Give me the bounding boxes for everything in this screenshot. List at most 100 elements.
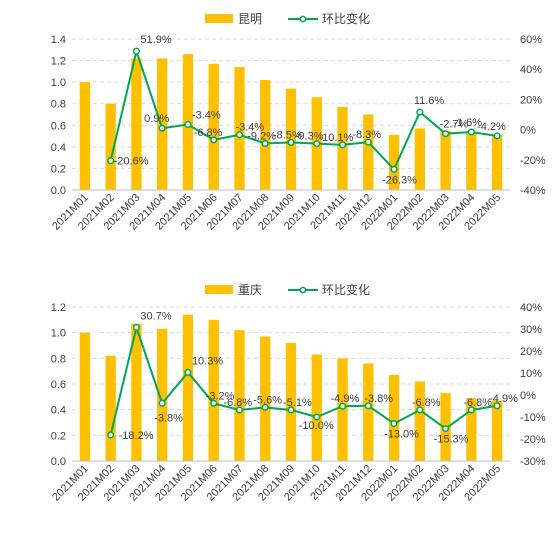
bar [414, 128, 425, 190]
right-tick-label: -40% [520, 185, 546, 197]
line-data-label: -6.8% [412, 397, 441, 409]
legend: 重庆 环比变化 [205, 282, 370, 297]
legend-bar-swatch [205, 14, 233, 23]
line-point [107, 431, 115, 439]
line-point [287, 406, 295, 414]
left-tick-label: 0.4 [51, 142, 66, 154]
left-tick-label: 1.2 [51, 56, 66, 68]
bar [285, 342, 297, 461]
line-point [235, 131, 244, 139]
bar [105, 103, 116, 190]
line-data-label: -6.8% [463, 397, 492, 409]
legend-line-marker [299, 15, 307, 23]
bar [131, 323, 142, 461]
line-data-label: -1.6% [453, 117, 482, 129]
line-series [109, 326, 498, 436]
bar [79, 332, 91, 461]
line-point [107, 157, 115, 165]
line-data-label: -5.1% [283, 397, 312, 409]
line-point [184, 120, 192, 129]
bar [105, 355, 116, 461]
left-tick-label: 0.0 [51, 185, 66, 197]
line-point [338, 141, 347, 149]
line-data-label: 0.9% [144, 113, 169, 125]
right-tick-label: 20% [520, 94, 542, 106]
chart-1: 昆明 环比变化 0.0 0.2 0.4 0.6 0.8 1.0 1.2 1.4 -40% -20% 0%… [50, 11, 546, 233]
line-data-label: -10.1% [319, 132, 354, 144]
bar [208, 319, 219, 461]
line-point [467, 128, 475, 136]
line-point [132, 47, 140, 55]
line-point [416, 108, 424, 116]
bar [388, 375, 400, 461]
right-tick-label: -30% [520, 456, 546, 468]
line-point [287, 138, 295, 146]
legend-label: 重庆 [238, 283, 262, 297]
line-point [390, 420, 398, 428]
line-point [313, 413, 321, 421]
bar [79, 82, 91, 190]
bar [440, 130, 451, 190]
line-point [261, 139, 269, 148]
line-data-label: -18.2% [119, 430, 154, 442]
line-data-label: -2.7% [440, 119, 469, 131]
right-tick-label: 20% [520, 346, 542, 358]
line-data-label: -26.3% [382, 174, 417, 186]
bar [491, 134, 503, 190]
line-data-label: -8.5% [273, 129, 302, 141]
bar [491, 400, 503, 461]
line-point [364, 138, 372, 146]
line-data-label: 10.3% [192, 355, 223, 367]
line-point [493, 132, 501, 140]
line-data-label: -4.9% [331, 393, 360, 405]
left-tick-label: 0.6 [51, 120, 66, 132]
right-tick-label: 0% [520, 125, 536, 137]
left-tick-label: 1.0 [51, 328, 66, 340]
right-tick-label: 60% [520, 34, 542, 46]
line-point [493, 402, 501, 410]
legend-label: 环比变化 [322, 282, 370, 297]
line-data-label: -10.0% [299, 420, 334, 432]
line-data-label: -3.2% [206, 390, 235, 402]
chart-2: 重庆 环比变化 0.0 0.2 0.4 0.6 0.8 1.0 1.2 -30% -20% -10% 0… [50, 282, 546, 504]
legend-bar-swatch [205, 285, 233, 294]
left-tick-label: 1.4 [51, 34, 66, 46]
line-point [261, 403, 269, 411]
right-tick-label: -10% [520, 412, 546, 424]
left-tick-label: 0.8 [51, 353, 66, 365]
line-point [158, 399, 166, 407]
legend-line-marker [299, 286, 307, 294]
left-tick-label: 0.0 [51, 456, 66, 468]
right-tick-label: -20% [520, 155, 546, 167]
line-data-label: -20.6% [114, 156, 149, 168]
bar [363, 114, 374, 190]
left-tick-label: 0.6 [51, 379, 66, 391]
line-data-label: -3.8% [364, 393, 393, 405]
line-point [210, 399, 218, 407]
line-data-label: -3.4% [235, 122, 264, 134]
line-point [158, 124, 166, 132]
line-data-label: 30.7% [140, 310, 171, 322]
line-point [364, 402, 372, 410]
line-series [109, 50, 498, 171]
line-data-label: -9.3% [295, 131, 324, 143]
bar [208, 63, 219, 190]
line-point [210, 136, 218, 144]
line-point [442, 425, 450, 433]
line-point [184, 368, 192, 376]
line-data-label: -15.3% [434, 434, 469, 446]
line-data-label: -4.9% [489, 393, 518, 405]
bar [131, 58, 142, 190]
line-point [390, 165, 398, 173]
line-data-label: -9.2% [247, 130, 276, 142]
line-point [442, 130, 450, 138]
bar [388, 134, 400, 190]
line-data-label: -3.4% [192, 109, 221, 121]
left-tick-label: 1.0 [51, 77, 66, 89]
left-tick-label: 0.2 [51, 163, 66, 175]
left-tick-label: 0.8 [51, 99, 66, 111]
bar [234, 330, 245, 461]
line-data-label: -13.0% [384, 429, 419, 441]
line-data-label: 51.9% [140, 34, 171, 46]
